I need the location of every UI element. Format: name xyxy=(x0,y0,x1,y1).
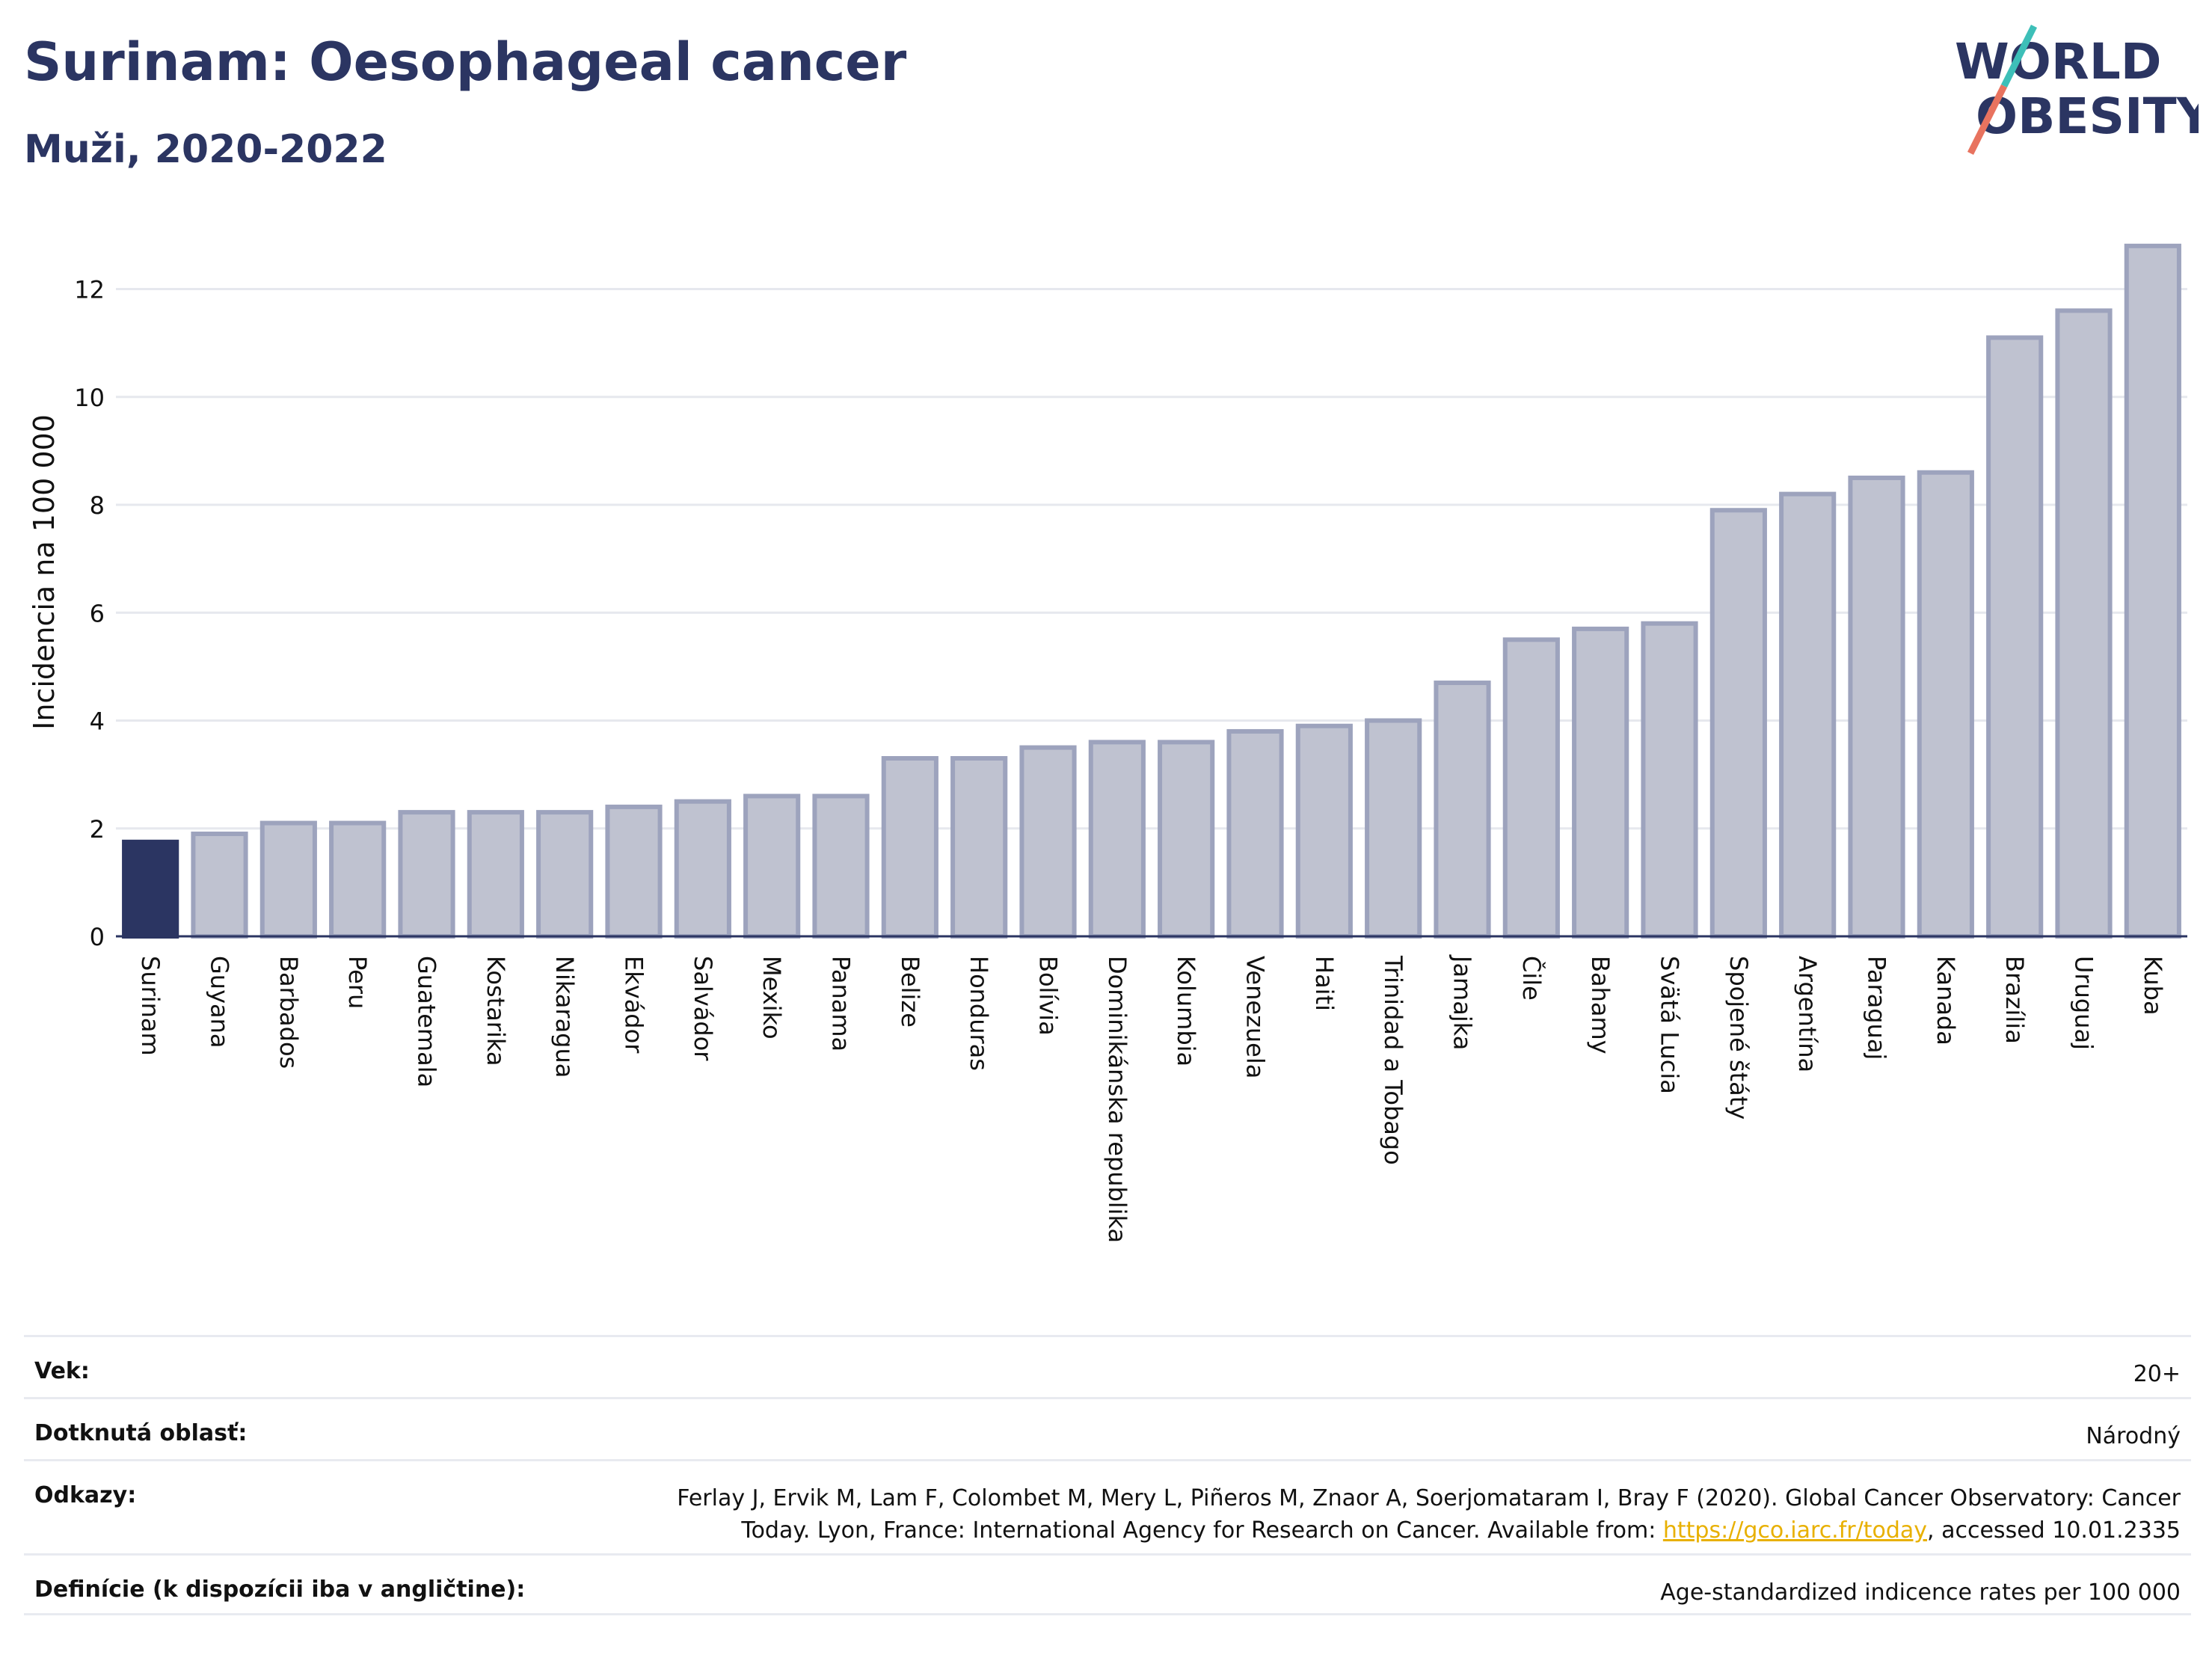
bar xyxy=(1502,637,1560,939)
logo-slash-coral-icon xyxy=(1967,84,2008,156)
bar xyxy=(1158,740,1215,939)
info-key-definitions: Definície (k dispozícii iba v angličtine… xyxy=(34,1576,526,1603)
bar xyxy=(536,810,594,939)
x-tick-label: Honduras xyxy=(965,956,993,1071)
info-value-age: 20+ xyxy=(2133,1361,2181,1387)
y-tick-label: 6 xyxy=(90,599,105,627)
y-tick-labels: 0 2 4 6 8 10 12 xyxy=(74,276,105,951)
bar xyxy=(1848,475,1905,939)
bar xyxy=(1088,740,1146,939)
chart-title: Surinam: Oesophageal cancer xyxy=(24,31,907,93)
bar xyxy=(1917,470,1974,939)
x-tick-label: Nikaragua xyxy=(550,956,579,1078)
bar xyxy=(191,831,248,939)
bar xyxy=(1295,723,1353,939)
chart-subtitle: Muži, 2020-2022 xyxy=(24,127,387,172)
x-tick-label: Brazília xyxy=(2000,956,2029,1044)
x-tick-label: Panama xyxy=(827,956,855,1051)
x-tick-labels: Surinam Guyana Barbados Peru Guatemala Kostar… xyxy=(136,954,2167,1243)
y-tick-label: 4 xyxy=(90,707,105,736)
x-tick-label: Čile xyxy=(1517,956,1546,1001)
x-tick-label: Mexiko xyxy=(758,956,786,1040)
x-tick-label: Dominikánska republika xyxy=(1103,956,1131,1243)
y-tick-label: 2 xyxy=(90,815,105,844)
bar xyxy=(1779,491,1837,939)
references-line1: Ferlay J, Ervik M, Lam F, Colombet M, Me… xyxy=(677,1485,2181,1511)
bar xyxy=(1019,745,1077,939)
bar xyxy=(812,793,870,939)
y-tick-label: 10 xyxy=(74,384,105,412)
grid-lines xyxy=(116,288,2187,830)
x-tick-label: Haiti xyxy=(1310,956,1339,1011)
info-row-age: Vek: 20+ xyxy=(24,1335,2191,1397)
info-key-age: Vek: xyxy=(34,1358,90,1384)
x-tick-label: Venezuela xyxy=(1241,956,1270,1078)
x-tick-label: Kuba xyxy=(2139,956,2167,1016)
bar xyxy=(950,756,1008,939)
bar xyxy=(674,799,731,939)
info-table: Vek: 20+ Dotknutá oblasť: Národný Odkazy… xyxy=(24,1335,2191,1615)
x-tick-label: Kanada xyxy=(1932,956,1960,1045)
info-value-definitions: Age-standardized indicence rates per 100… xyxy=(1660,1579,2181,1606)
x-tick-label: Salvádor xyxy=(689,956,717,1061)
x-tick-label: Bahamy xyxy=(1586,956,1615,1054)
bars xyxy=(122,243,2181,939)
info-value-area: Národný xyxy=(2086,1423,2181,1449)
x-tick-label: Kostarika xyxy=(482,956,510,1066)
x-tick-label: Paraguaj xyxy=(1863,956,1891,1060)
bar xyxy=(329,820,387,939)
x-tick-label: Spojené štáty xyxy=(1724,956,1753,1120)
bar xyxy=(743,793,801,939)
info-row-area: Dotknutá oblasť: Národný xyxy=(24,1397,2191,1459)
bar xyxy=(1572,626,1629,939)
info-key-references: Odkazy: xyxy=(34,1482,137,1508)
info-row-definitions: Definície (k dispozícii iba v angličtine… xyxy=(24,1553,2191,1615)
bar xyxy=(259,820,317,939)
y-axis-label: Incidencia na 100 000 xyxy=(28,414,61,730)
x-tick-label: Uruguaj xyxy=(2070,956,2098,1050)
world-obesity-logo: WORLD OBESITY xyxy=(1955,24,2199,156)
references-line2-post: , accessed 10.01.2335 xyxy=(1927,1517,2181,1544)
bar-chart: 0 2 4 6 8 10 12 Surinam Guyana Barbados Peru Guate… xyxy=(28,243,2187,1243)
y-tick-label: 8 xyxy=(90,491,105,520)
logo-slash-teal-icon xyxy=(2000,24,2038,88)
bar xyxy=(2124,243,2181,939)
bar xyxy=(1986,335,2044,939)
bar xyxy=(398,810,455,939)
bar xyxy=(881,756,938,939)
y-tick-label: 0 xyxy=(90,923,105,951)
x-tick-label: Belize xyxy=(896,956,924,1028)
x-tick-label: Peru xyxy=(343,956,372,1009)
x-tick-label: Jamajka xyxy=(1448,954,1477,1050)
info-key-area: Dotknutá oblasť: xyxy=(34,1420,248,1446)
x-tick-label: Surinam xyxy=(136,956,165,1056)
x-tick-label: Svätá Lucia xyxy=(1656,956,1684,1094)
bar xyxy=(1434,681,1491,939)
references-line2-pre: Today. Lyon, France: International Agenc… xyxy=(741,1517,1663,1544)
bar xyxy=(605,804,663,939)
info-value-references: Ferlay J, Ervik M, Lam F, Colombet M, Me… xyxy=(677,1482,2181,1547)
references-link[interactable]: https://gco.iarc.fr/today xyxy=(1662,1517,1928,1544)
x-tick-label: Ekvádor xyxy=(620,956,648,1054)
bar xyxy=(2055,308,2113,939)
info-row-references: Odkazy: Ferlay J, Ervik M, Lam F, Colomb… xyxy=(24,1459,2191,1553)
logo-line1: WORLD xyxy=(1955,33,2162,90)
logo-line2: OBESITY xyxy=(1976,87,2199,145)
x-tick-label: Bolívia xyxy=(1034,956,1063,1036)
x-tick-label: Guatemala xyxy=(413,956,441,1087)
x-tick-label: Trinidad a Tobago xyxy=(1379,955,1407,1165)
bar xyxy=(122,839,179,939)
x-tick-label: Barbados xyxy=(274,956,303,1069)
y-tick-label: 12 xyxy=(74,276,105,304)
bar xyxy=(1226,728,1284,939)
bar xyxy=(1365,718,1422,939)
x-tick-label: Argentína xyxy=(1793,956,1822,1072)
bar xyxy=(1641,621,1698,939)
bar xyxy=(467,810,524,939)
x-tick-label: Kolumbia xyxy=(1172,956,1200,1066)
x-tick-label: Guyana xyxy=(206,956,234,1048)
bar xyxy=(1709,508,1767,939)
